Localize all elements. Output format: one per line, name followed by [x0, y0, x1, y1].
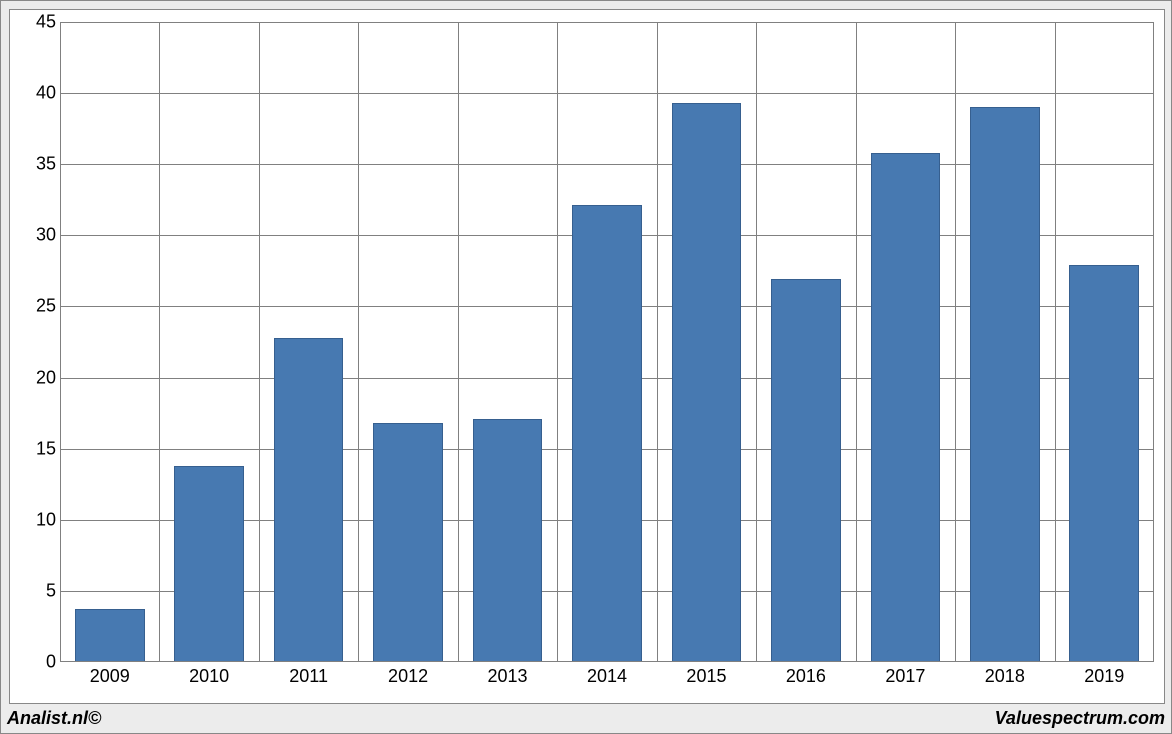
- bar: [1069, 265, 1139, 662]
- x-tick-label: 2019: [1084, 666, 1124, 687]
- y-tick-label: 20: [16, 367, 56, 388]
- bar: [274, 338, 344, 662]
- bar: [572, 205, 642, 662]
- gridline-v: [259, 22, 260, 662]
- gridline-v: [856, 22, 857, 662]
- plot-area: [60, 22, 1154, 662]
- y-tick-label: 10: [16, 509, 56, 530]
- footer-credit-right: Valuespectrum.com: [995, 708, 1165, 729]
- bar: [473, 419, 543, 662]
- x-tick-label: 2009: [90, 666, 130, 687]
- gridline-v: [756, 22, 757, 662]
- x-tick-label: 2018: [985, 666, 1025, 687]
- y-tick-label: 30: [16, 225, 56, 246]
- x-tick-label: 2015: [686, 666, 726, 687]
- bar: [871, 153, 941, 662]
- gridline-h: [60, 93, 1154, 94]
- y-tick-label: 40: [16, 83, 56, 104]
- footer-credit-left: Analist.nl©: [7, 708, 101, 729]
- bar: [174, 466, 244, 662]
- chart-panel: 0 5 10 15 20 25 30 35 40 45 2009 2010 2011 2012 2013 20…: [9, 9, 1165, 704]
- y-tick-label: 45: [16, 12, 56, 33]
- y-tick-label: 5: [16, 580, 56, 601]
- bar: [672, 103, 742, 662]
- bar: [373, 423, 443, 662]
- gridline-v: [159, 22, 160, 662]
- x-tick-label: 2011: [289, 666, 328, 687]
- gridline-v: [358, 22, 359, 662]
- y-tick-label: 15: [16, 438, 56, 459]
- x-tick-label: 2013: [488, 666, 528, 687]
- gridline-v: [458, 22, 459, 662]
- chart-outer-frame: 0 5 10 15 20 25 30 35 40 45 2009 2010 2011 2012 2013 20…: [0, 0, 1172, 734]
- x-tick-label: 2017: [885, 666, 925, 687]
- x-tick-label: 2012: [388, 666, 428, 687]
- y-tick-label: 0: [16, 652, 56, 673]
- x-tick-label: 2016: [786, 666, 826, 687]
- bar: [970, 107, 1040, 662]
- x-tick-label: 2014: [587, 666, 627, 687]
- gridline-v: [955, 22, 956, 662]
- y-tick-label: 25: [16, 296, 56, 317]
- bar: [771, 279, 841, 662]
- gridline-v: [657, 22, 658, 662]
- x-tick-label: 2010: [189, 666, 229, 687]
- gridline-v: [557, 22, 558, 662]
- bar: [75, 609, 145, 662]
- gridline-v: [1055, 22, 1056, 662]
- y-tick-label: 35: [16, 154, 56, 175]
